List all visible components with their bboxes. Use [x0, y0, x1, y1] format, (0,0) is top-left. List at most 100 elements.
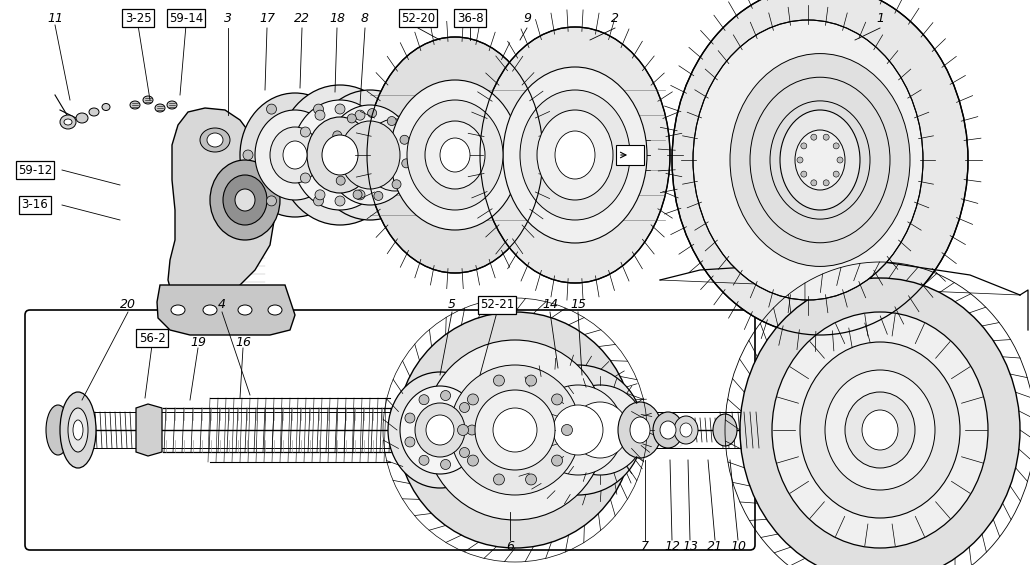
Ellipse shape: [823, 180, 829, 186]
Text: 16: 16: [235, 336, 251, 349]
Ellipse shape: [335, 104, 345, 114]
Text: 9: 9: [523, 11, 531, 24]
Ellipse shape: [795, 130, 845, 190]
Ellipse shape: [60, 115, 76, 129]
Ellipse shape: [837, 157, 843, 163]
Text: 20: 20: [121, 298, 136, 311]
Ellipse shape: [270, 127, 320, 183]
Ellipse shape: [800, 171, 806, 177]
Ellipse shape: [210, 160, 280, 240]
Text: 52-21: 52-21: [480, 298, 514, 311]
Polygon shape: [168, 108, 275, 300]
Ellipse shape: [561, 424, 573, 436]
Ellipse shape: [355, 110, 365, 120]
Text: 19: 19: [190, 336, 206, 349]
Ellipse shape: [335, 196, 345, 206]
Ellipse shape: [811, 180, 817, 186]
Ellipse shape: [363, 119, 427, 191]
Text: 59-14: 59-14: [169, 11, 203, 24]
Ellipse shape: [224, 175, 267, 225]
Ellipse shape: [555, 385, 645, 475]
Ellipse shape: [375, 150, 385, 160]
Ellipse shape: [475, 390, 555, 470]
Ellipse shape: [235, 189, 255, 211]
Ellipse shape: [457, 424, 469, 436]
Text: 59-12: 59-12: [18, 163, 53, 176]
Ellipse shape: [200, 128, 230, 152]
Ellipse shape: [425, 340, 605, 520]
Ellipse shape: [823, 134, 829, 140]
Ellipse shape: [240, 93, 350, 217]
Text: 4: 4: [218, 298, 226, 311]
Ellipse shape: [672, 0, 968, 335]
Ellipse shape: [243, 150, 253, 160]
Ellipse shape: [525, 474, 537, 485]
Ellipse shape: [76, 113, 88, 123]
Text: 36-8: 36-8: [456, 11, 483, 24]
Polygon shape: [157, 285, 295, 335]
Ellipse shape: [800, 143, 806, 149]
Ellipse shape: [740, 278, 1020, 565]
Ellipse shape: [295, 150, 305, 160]
Ellipse shape: [313, 104, 323, 114]
Ellipse shape: [327, 105, 414, 205]
Bar: [616, 145, 644, 165]
Ellipse shape: [353, 190, 363, 199]
Ellipse shape: [301, 173, 310, 183]
Ellipse shape: [693, 20, 923, 300]
Text: 7: 7: [641, 540, 649, 553]
Ellipse shape: [315, 190, 325, 200]
Ellipse shape: [255, 110, 335, 200]
Ellipse shape: [333, 131, 342, 140]
Ellipse shape: [400, 135, 409, 144]
Ellipse shape: [468, 394, 478, 405]
Ellipse shape: [350, 105, 440, 205]
Ellipse shape: [772, 312, 988, 548]
Text: 3: 3: [224, 11, 232, 24]
Ellipse shape: [419, 395, 430, 405]
Ellipse shape: [301, 127, 310, 137]
Ellipse shape: [207, 133, 224, 147]
Ellipse shape: [167, 101, 177, 109]
Ellipse shape: [73, 420, 83, 440]
Ellipse shape: [355, 190, 365, 200]
Ellipse shape: [845, 392, 915, 468]
Ellipse shape: [322, 135, 358, 175]
Ellipse shape: [780, 110, 860, 210]
Ellipse shape: [171, 305, 185, 315]
Ellipse shape: [307, 117, 373, 193]
Ellipse shape: [267, 196, 276, 206]
Ellipse shape: [329, 154, 338, 163]
Ellipse shape: [468, 455, 478, 466]
Ellipse shape: [267, 104, 276, 114]
Ellipse shape: [415, 403, 465, 457]
Text: 8: 8: [360, 11, 369, 24]
Ellipse shape: [618, 402, 662, 458]
Text: 52-20: 52-20: [401, 11, 435, 24]
Ellipse shape: [374, 192, 383, 201]
Ellipse shape: [730, 54, 909, 267]
Ellipse shape: [833, 171, 839, 177]
Ellipse shape: [800, 342, 960, 518]
Ellipse shape: [425, 121, 485, 189]
Text: 3-25: 3-25: [125, 11, 151, 24]
Ellipse shape: [674, 416, 698, 444]
Ellipse shape: [833, 143, 839, 149]
Text: 2: 2: [611, 11, 619, 24]
Ellipse shape: [713, 414, 737, 446]
Ellipse shape: [313, 196, 323, 206]
Ellipse shape: [390, 80, 520, 230]
Ellipse shape: [467, 425, 477, 435]
Text: 5: 5: [448, 298, 456, 311]
Ellipse shape: [315, 110, 325, 120]
Ellipse shape: [388, 372, 492, 488]
Ellipse shape: [630, 417, 650, 443]
Ellipse shape: [520, 90, 630, 220]
Ellipse shape: [653, 412, 683, 448]
Ellipse shape: [143, 96, 153, 104]
Text: A u t o: A u t o: [594, 427, 686, 454]
Ellipse shape: [450, 365, 580, 495]
Ellipse shape: [130, 101, 140, 109]
Ellipse shape: [797, 157, 803, 163]
Ellipse shape: [513, 365, 643, 495]
